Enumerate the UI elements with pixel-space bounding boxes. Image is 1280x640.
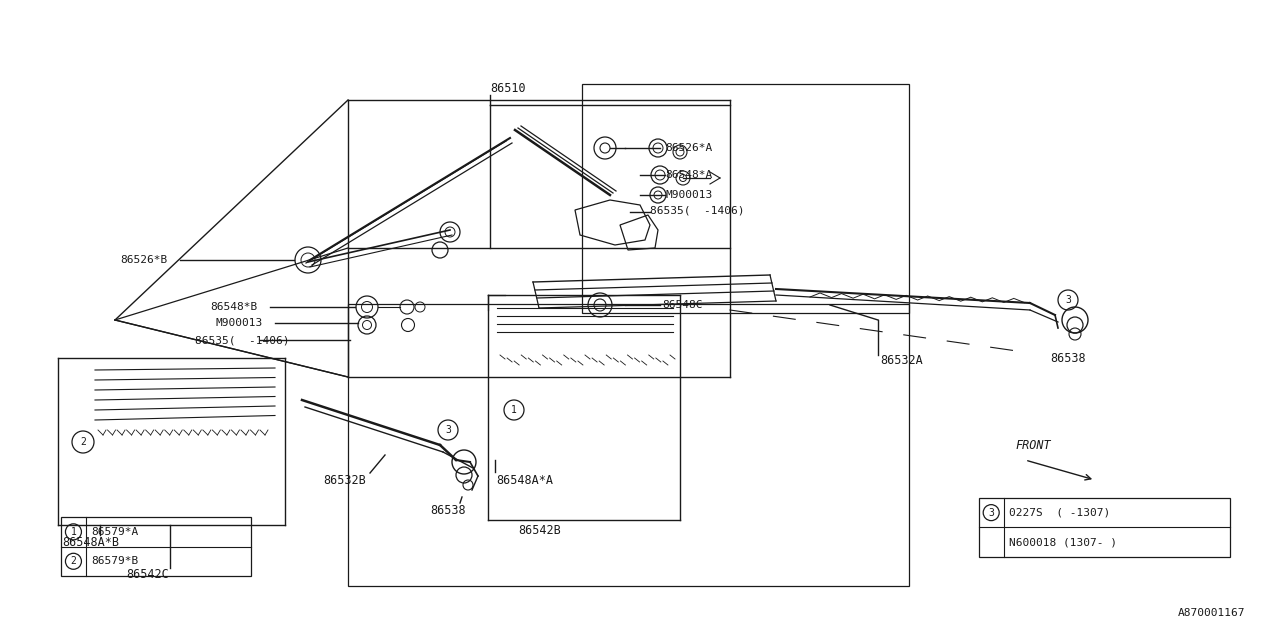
Text: 86548C: 86548C (662, 300, 703, 310)
Text: 1: 1 (511, 405, 517, 415)
Text: 86542B: 86542B (518, 524, 562, 536)
Text: 86538: 86538 (430, 504, 466, 516)
Text: A870001167: A870001167 (1178, 608, 1245, 618)
Bar (979, 498, 1230, 557)
Bar (582, 84, 909, 313)
Text: 86532A: 86532A (881, 353, 923, 367)
Text: 86579*A: 86579*A (91, 527, 138, 537)
Text: 86548*A: 86548*A (666, 170, 712, 180)
Bar (348, 304, 909, 586)
Text: 86535(  -1406): 86535( -1406) (650, 205, 745, 215)
Text: 86510: 86510 (490, 81, 526, 95)
Text: 2: 2 (81, 437, 86, 447)
Text: 86532B: 86532B (324, 474, 366, 486)
Text: 86579*B: 86579*B (91, 556, 138, 566)
Text: 86548A*A: 86548A*A (497, 474, 553, 486)
Text: 3: 3 (988, 508, 995, 518)
Text: 2: 2 (70, 556, 77, 566)
Text: 86548*B: 86548*B (210, 302, 257, 312)
Text: 86548A*B: 86548A*B (61, 536, 119, 548)
Text: 3: 3 (445, 425, 451, 435)
Text: M900013: M900013 (215, 318, 262, 328)
Text: M900013: M900013 (666, 190, 712, 200)
Text: 3: 3 (1065, 295, 1071, 305)
Text: FRONT: FRONT (1015, 438, 1051, 451)
Text: 86542C: 86542C (127, 568, 169, 582)
Text: 1: 1 (70, 527, 77, 537)
Text: N600018 (1307- ): N600018 (1307- ) (1009, 537, 1117, 547)
Text: 86538: 86538 (1050, 351, 1085, 365)
Circle shape (600, 143, 611, 153)
Text: 86526*A: 86526*A (666, 143, 712, 153)
Text: 86535(  -1406): 86535( -1406) (195, 335, 289, 345)
Text: 0227S  ( -1307): 0227S ( -1307) (1009, 508, 1111, 518)
Bar (61, 517, 251, 576)
Text: 86526*B: 86526*B (120, 255, 168, 265)
